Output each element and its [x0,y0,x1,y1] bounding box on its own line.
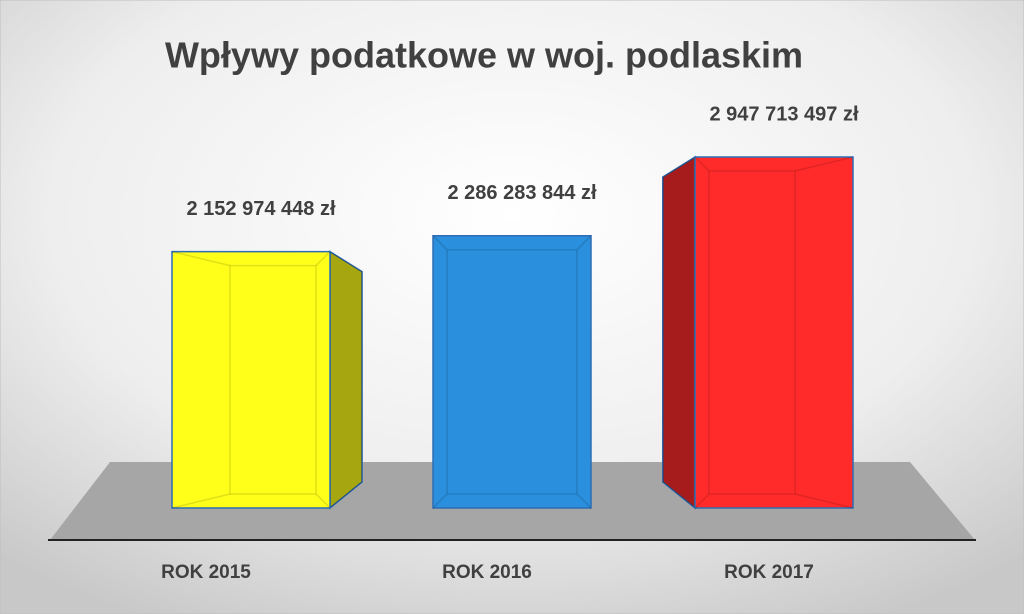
x-tick-label: ROK 2016 [442,562,532,583]
value-label: 2 947 713 497 zł [709,103,858,125]
x-tick-label: ROK 2015 [161,562,251,583]
bar-inner-edge [446,249,578,495]
bar-inner-edge [576,235,592,251]
bar-inner-edge [229,264,317,495]
bar-inner-edge [794,493,854,509]
bar-inner-edge [432,235,448,251]
bar-inner-edge [171,250,231,267]
bars: 2 152 974 448 zł ROK 2015 2 286 283 844 zł… [161,103,859,583]
value-label: 2 286 283 844 zł [447,182,596,204]
bar-inner-edge [315,251,331,267]
bar-inner-edge [432,493,448,509]
bar [432,235,592,509]
bar-side-shade [330,251,363,508]
bar-inner-edge [171,493,231,509]
value-label: 2 152 974 448 zł [186,198,335,220]
bar-inner-edge [576,493,592,509]
bar-side-shade [662,157,695,508]
x-tick-label: ROK 2017 [724,562,814,583]
bar-inner-edge [315,493,331,509]
chart-title: Wpływy podatkowe w woj. podlaskim [165,35,803,76]
bar-inner-edge [794,156,854,172]
bar-inner-edge [694,156,710,172]
bar [694,156,854,509]
bar [171,250,331,509]
bar-inner-edge [708,170,796,495]
bar-inner-edge [694,493,710,509]
